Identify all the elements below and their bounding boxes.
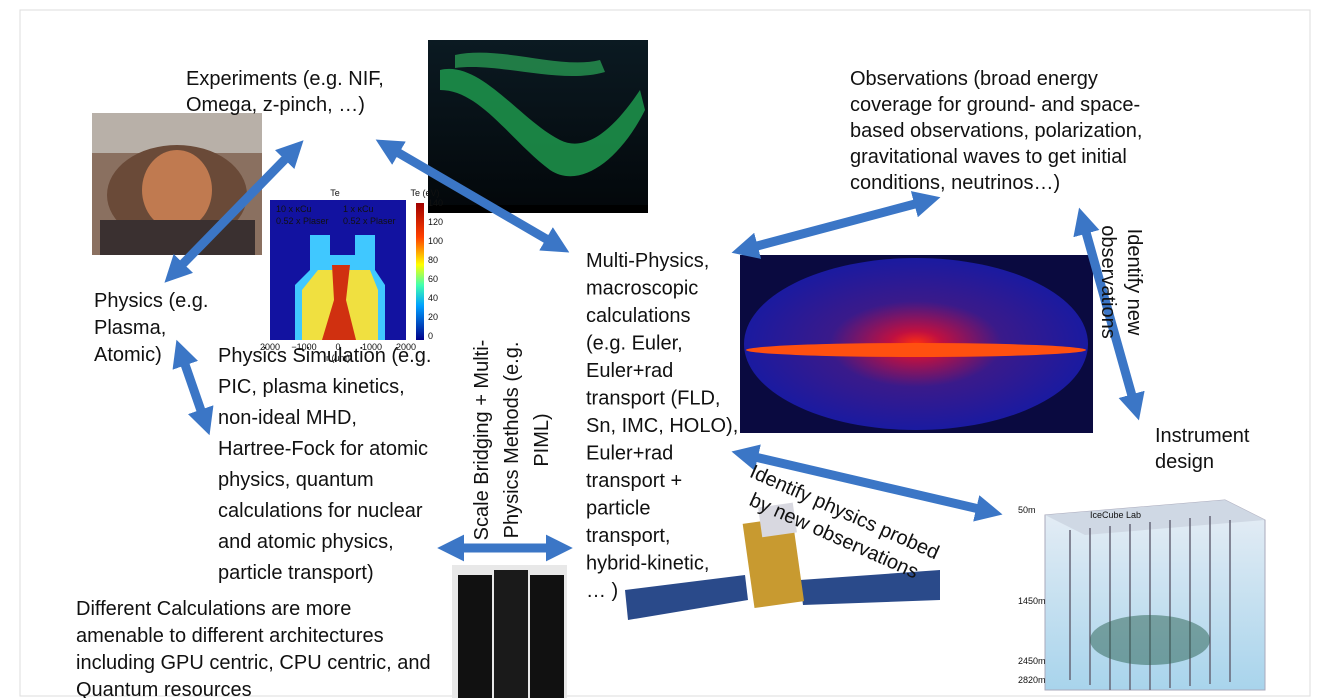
- x-tick-label: 2000: [396, 342, 416, 352]
- colorbar-tick: 100: [428, 236, 443, 246]
- diagram: Experiments (e.g. NIF, Omega, z-pinch, …)…: [0, 0, 1328, 698]
- instrument-label-line: Instrument: [1155, 425, 1250, 447]
- architecture-note: Different Calculations are more amenable …: [76, 598, 431, 698]
- x-tick-label: 2000: [260, 342, 280, 352]
- sky-map: [740, 255, 1093, 433]
- colorbar-tick: 40: [428, 293, 438, 303]
- identify-observations-label-line: Identify new: [1123, 229, 1145, 336]
- colorbar-tick: 120: [428, 217, 443, 227]
- depth-label: 1450m: [1018, 596, 1046, 606]
- facility-photo: [92, 113, 262, 255]
- multi-physics-label-line: transport,: [586, 525, 670, 547]
- physics-simulation-label-line: non-ideal MHD,: [218, 407, 357, 429]
- plot-title: Te: [330, 188, 340, 198]
- multi-physics-label-line: transport (FLD,: [586, 388, 720, 410]
- icecube-diagram: [1045, 500, 1265, 690]
- multi-physics-label-line: Sn, IMC, HOLO),: [586, 415, 738, 437]
- identify-observations-label-line: observations: [1097, 225, 1119, 338]
- observations-label-line: based observations, polarization,: [850, 120, 1142, 142]
- multi-physics-label-line: (e.g. Euler,: [586, 333, 683, 355]
- depth-label: 50m: [1018, 505, 1036, 515]
- colorbar-tick: 20: [428, 312, 438, 322]
- panel-label: 0.52 x Plaser: [276, 216, 329, 226]
- panel-label: 0.52 x Plaser: [343, 216, 396, 226]
- experiments-label-line: Experiments (e.g. NIF,: [186, 68, 384, 90]
- physics-label-line: Physics (e.g.: [94, 290, 208, 312]
- colorbar-tick: 140: [428, 198, 443, 208]
- supercomputer-photo: [452, 565, 567, 698]
- experiments-label-line: Omega, z-pinch, …): [186, 94, 365, 116]
- colorbar-label: Te (eV): [410, 188, 439, 198]
- x-tick-label: 0: [335, 342, 340, 352]
- observations-label-line: conditions, neutrinos…): [850, 172, 1060, 194]
- multi-physics-label-line: … ): [586, 580, 618, 602]
- colorbar-tick: 80: [428, 255, 438, 265]
- instrument-label: Instrument design: [1155, 425, 1250, 473]
- multi-physics-label-line: hybrid-kinetic,: [586, 553, 709, 575]
- architecture-note-line: Different Calculations are more: [76, 598, 351, 620]
- physics-label: Physics (e.g. Plasma, Atomic): [94, 290, 208, 366]
- multi-physics-label-line: Euler+rad: [586, 443, 673, 465]
- multi-physics-label: Multi-Physics, macroscopic calculations (e.…: [586, 250, 738, 602]
- physics-simulation-label-line: particle transport): [218, 562, 374, 584]
- scale-bridging-label-line: PIML): [531, 413, 553, 466]
- physics-simulation-label-line: PIC, plasma kinetics,: [218, 376, 405, 398]
- x-tick-label: 1000: [362, 342, 382, 352]
- experiments-label: Experiments (e.g. NIF, Omega, z-pinch, …): [186, 68, 384, 116]
- instrument-label-line: design: [1155, 451, 1214, 473]
- panel-label: 10 x κCu: [276, 204, 312, 214]
- physics-label-line: Atomic): [94, 344, 162, 366]
- multi-physics-label-line: transport +: [586, 470, 682, 492]
- multi-physics-label-line: calculations: [586, 305, 691, 327]
- physics-simulation-label-line: calculations for nuclear: [218, 500, 423, 522]
- physics-simulation-label-line: Hartree-Fock for atomic: [218, 438, 428, 460]
- observations-label-line: coverage for ground- and space-: [850, 94, 1140, 116]
- multi-physics-label-line: Multi-Physics,: [586, 250, 709, 272]
- scale-bridging-label-line: Scale Bridging + Multi-: [471, 340, 493, 541]
- scale-bridging-label-line: Physics Methods (e.g.: [501, 342, 523, 539]
- architecture-note-line: amenable to different architectures: [76, 625, 384, 647]
- multi-physics-label-line: particle: [586, 498, 650, 520]
- colorbar-tick: 60: [428, 274, 438, 284]
- architecture-note-line: including GPU centric, CPU centric, and: [76, 652, 431, 674]
- icecube-lab-label: IceCube Lab: [1090, 510, 1141, 520]
- colorbar-tick: 0: [428, 331, 433, 341]
- physics-label-line: Plasma,: [94, 317, 166, 339]
- observations-label-line: Observations (broad energy: [850, 68, 1098, 90]
- physics-simulation-label: Physics Simulation (e.g.PIC, plasma kine…: [218, 345, 431, 584]
- physics-simulation-label-line: and atomic physics,: [218, 531, 394, 553]
- x-tick-label: −1000: [291, 342, 316, 352]
- x-axis-label: r (um): [326, 353, 350, 363]
- multi-physics-label-line: Euler+rad: [586, 360, 673, 382]
- panel-label: 1 x κCu: [343, 204, 374, 214]
- depth-label: 2820m: [1018, 675, 1046, 685]
- observations-label: Observations (broad energy coverage for g…: [850, 68, 1142, 194]
- architecture-note-line: Quantum resources: [76, 679, 252, 698]
- multi-physics-label-line: macroscopic: [586, 278, 698, 300]
- depth-label: 2450m: [1018, 656, 1046, 666]
- scale-bridging-label: Scale Bridging + Multi- Physics Methods (…: [471, 340, 553, 541]
- physics-simulation-label-line: physics, quantum: [218, 469, 374, 491]
- observations-label-line: gravitational waves to get initial: [850, 146, 1127, 168]
